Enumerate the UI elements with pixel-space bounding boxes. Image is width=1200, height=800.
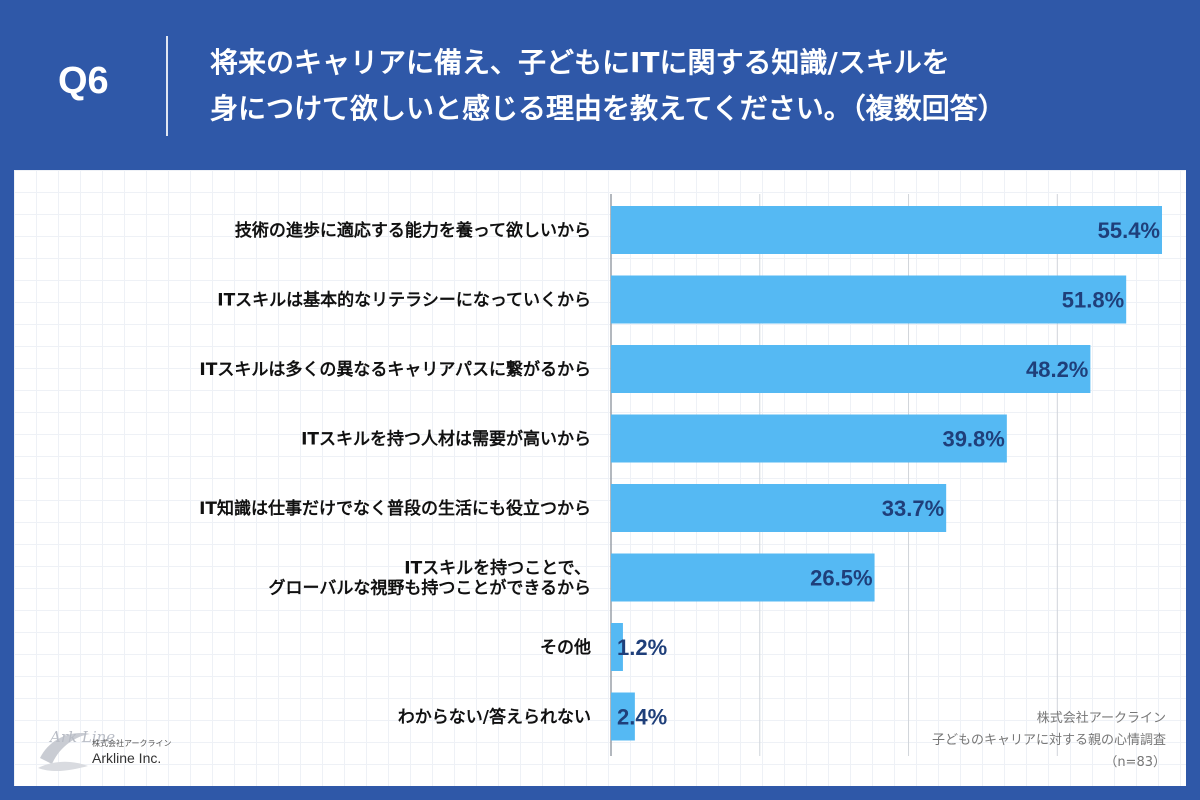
question-title: 将来のキャリアに備え、子どもにITに関する知識/スキルを 身につけて欲しいと感じ…: [210, 40, 1170, 132]
bar: [611, 623, 623, 671]
bar: [611, 692, 635, 741]
data-label: 48.2%: [1026, 357, 1088, 382]
header: Q6 将来のキャリアに備え、子どもにITに関する知識/スキルを 身につけて欲しい…: [0, 0, 1200, 170]
category-label: その他: [540, 637, 591, 658]
chart-panel: 55.4% 技術の進歩に適応する能力を養って欲しいから 51.8% ITスキルは基本的…: [14, 170, 1186, 786]
bar: [611, 414, 1007, 463]
category-label: IT知識は仕事だけでなく普段の生活にも役立つから: [199, 498, 591, 519]
arkline-logo-icon: Ark Line: [38, 728, 115, 772]
category-label: ITスキルを持つ人材は需要が高いから: [301, 429, 591, 450]
category-label: 技術の進歩に適応する能力を養って欲しいから: [235, 220, 591, 241]
data-label: 26.5%: [810, 566, 872, 591]
question-title-line2: 身につけて欲しいと感じる理由を教えてください。（複数回答）: [210, 92, 1006, 125]
category-label: ITスキルは基本的なリテラシーになっていくから: [217, 290, 591, 311]
category-label: グローバルな視野も持つことができるから: [269, 578, 592, 599]
category-label: わからない/答えられない: [398, 707, 591, 728]
logo-mark-text: Ark Line: [48, 728, 115, 746]
data-label: 2.4%: [617, 705, 667, 730]
source-line1: 株式会社アークライン: [1036, 711, 1166, 726]
bar: [611, 553, 875, 602]
source-note: 株式会社アークライン 子どものキャリアに対する親の心情調査 （n=83）: [932, 708, 1166, 774]
logo-company-name: Arkline Inc.: [92, 750, 162, 766]
source-line2: 子どものキャリアに対する親の心情調査: [931, 733, 1166, 748]
category-label: ITスキルは多くの異なるキャリアパスに繋がるから: [199, 359, 591, 380]
category-label: ITスキルを持つことで、: [404, 558, 591, 579]
bar-chart: 55.4% 技術の進歩に適応する能力を養って欲しいから 51.8% ITスキルは基本的…: [199, 194, 1162, 756]
bar: [611, 484, 947, 532]
data-label: 55.4%: [1098, 218, 1160, 243]
question-number: Q6: [58, 60, 109, 102]
header-divider: [166, 36, 168, 136]
data-label: 1.2%: [617, 635, 667, 660]
bar: [611, 206, 1162, 254]
bar: [611, 345, 1091, 393]
data-label: 39.8%: [942, 427, 1004, 452]
logo-company-jp: 株式会社アークライン: [92, 739, 172, 748]
question-title-line1: 将来のキャリアに備え、子どもにITに関する知識/スキルを: [210, 46, 950, 79]
data-label: 51.8%: [1062, 288, 1124, 313]
bar: [611, 275, 1127, 324]
data-label: 33.7%: [882, 496, 944, 521]
source-line3: （n=83）: [1104, 755, 1166, 770]
